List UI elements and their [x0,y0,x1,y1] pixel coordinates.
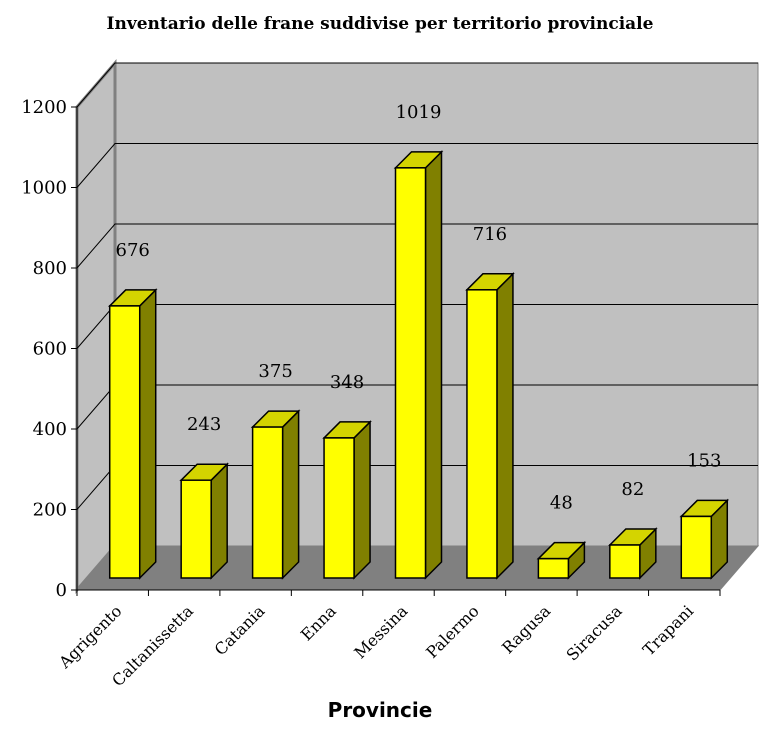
data-label: 716 [473,224,507,245]
data-label: 82 [621,479,644,500]
bar-side [281,409,300,580]
y-tick-label: 400 [33,419,67,440]
x-tick-label: Enna [297,601,340,644]
bar-side [424,150,443,580]
x-tick-label: Agrigento [54,601,125,672]
bar-front [466,289,498,579]
gridline [76,62,758,108]
data-label: 676 [116,240,150,261]
bar [536,540,587,580]
axes [71,106,721,596]
bar [608,527,658,580]
data-label: 348 [330,372,364,393]
x-tick-label: Ragusa [498,601,554,657]
bar-front [609,544,641,579]
bar-front [537,557,570,579]
x-axis-title: Provincie [327,698,433,722]
bar-front [180,479,212,579]
y-tick-label: 0 [56,580,67,601]
y-tick-label: 800 [33,258,67,279]
data-label: 375 [258,361,292,382]
bar-side [496,271,514,580]
bar [322,420,372,580]
gridline [76,223,758,269]
y-tick-label: 600 [33,339,67,360]
gridline [76,143,758,188]
bar [250,409,301,580]
y-tick-label: 200 [33,500,67,521]
data-label: 243 [187,414,221,435]
bar-front [323,437,355,579]
data-label: 48 [550,493,573,514]
bar-front [394,167,427,579]
bar [179,462,229,580]
x-tick-label: Messina [350,601,411,662]
data-label: 1019 [396,102,442,123]
x-tick-label: Palermo [422,601,483,662]
chart-title: Inventario delle frane suddivise per ter… [106,14,654,34]
x-tick-label: Catania [211,601,269,659]
x-tick-label: Trapani [639,601,697,659]
bars [107,150,730,580]
bar-side [138,288,157,580]
bar-front [680,515,713,579]
x-tick-label: Siracusa [563,601,626,664]
bar [465,271,515,580]
bar [393,150,444,580]
data-label: 153 [687,450,721,471]
bar-side [353,420,371,580]
y-tick-label: 1200 [21,97,67,118]
bar-front [108,305,141,579]
y-tick-label: 1000 [21,178,67,199]
y-axis-ticks: 0 200 400 600 800 1000 1200 [21,97,67,601]
bar-front [251,426,284,579]
bar [107,288,158,580]
bar [679,498,730,580]
data-labels: 676 243 375 348 1019 716 48 82 153 [116,102,722,514]
bar-side [210,462,228,580]
